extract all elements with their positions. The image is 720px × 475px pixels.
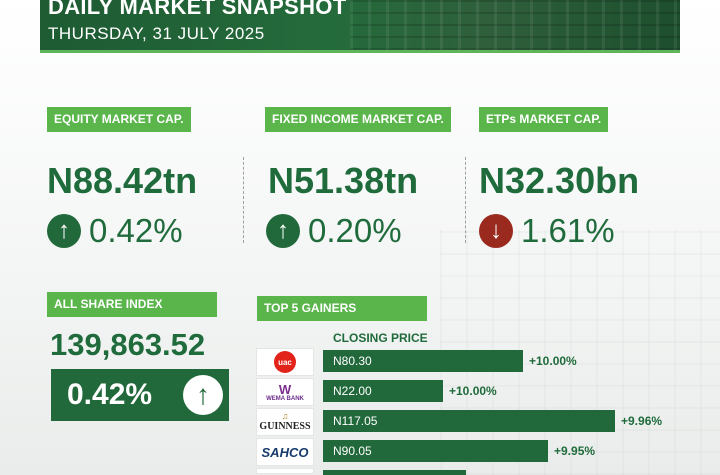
gain-percent: +10.00%	[449, 384, 497, 398]
fixed-income-market-cap-value: N51.38tn	[268, 160, 419, 201]
gain-percent: +9.96%	[621, 414, 663, 428]
sahco-logo: SAHCO	[256, 438, 314, 466]
all-share-index-value: 139,863.52	[50, 327, 206, 362]
price-bar: N80.30	[323, 350, 523, 372]
report-date: THURSDAY, 31 JULY 2025	[48, 24, 265, 43]
price-bar: N22.00	[323, 380, 443, 402]
etps-market-cap-change: ↓ 1.61%	[479, 212, 615, 250]
equity-market-cap-value: N88.42tn	[47, 160, 198, 201]
arrow-down-icon: ↓	[479, 214, 513, 248]
gain-percent: +9.95%	[554, 444, 596, 458]
price-bar: N117.05	[323, 410, 615, 432]
partial-logo	[256, 468, 314, 474]
equity-change-percent: 0.42%	[89, 212, 183, 249]
etps-market-cap-label: ETPs MARKET CAP.	[479, 107, 609, 132]
fixed-income-market-cap-label: FIXED INCOME MARKET CAP.	[265, 107, 451, 132]
arrow-up-icon: ↑	[183, 375, 223, 415]
fixed-income-change-percent: 0.20%	[308, 212, 402, 249]
arrow-up-icon: ↑	[266, 214, 300, 248]
etps-market-cap-value: N32.30bn	[479, 160, 640, 201]
arrow-up-icon: ↑	[47, 214, 81, 248]
top-gainers-label: TOP 5 GAINERS	[257, 296, 427, 321]
all-share-index-change: 0.42%	[67, 378, 153, 411]
closing-price-header: CLOSING PRICE	[333, 331, 428, 345]
partial-price-bar	[323, 470, 466, 475]
header-banner: DAILY MARKET SNAPSHOT THURSDAY, 31 JULY …	[40, 0, 680, 50]
equity-market-cap-label: EQUITY MARKET CAP.	[47, 107, 191, 132]
equity-market-cap-change: ↑ 0.42%	[47, 212, 183, 250]
price-bar: N90.05	[323, 440, 548, 462]
etps-change-percent: 1.61%	[521, 212, 615, 249]
page-title: DAILY MARKET SNAPSHOT	[48, 0, 347, 19]
guinness-logo: ♫ GUINNESS	[256, 408, 314, 436]
all-share-index-label: ALL SHARE INDEX	[47, 292, 217, 317]
uac-logo: uac	[256, 348, 314, 376]
wema-bank-logo: W WEMA BANK	[256, 378, 314, 406]
all-share-index-change-box: 0.42% ↑	[51, 369, 229, 421]
divider	[243, 157, 244, 243]
divider	[465, 157, 466, 243]
fixed-income-market-cap-change: ↑ 0.20%	[266, 212, 402, 250]
gain-percent: +10.00%	[529, 354, 577, 368]
header-accent-strip	[40, 50, 680, 53]
